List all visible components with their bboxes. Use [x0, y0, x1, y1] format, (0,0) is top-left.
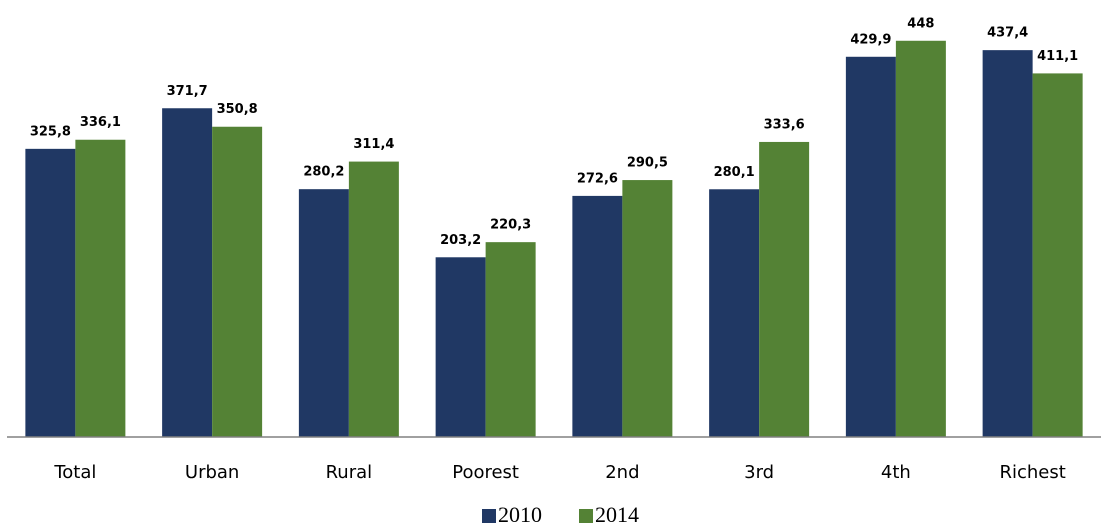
bar — [75, 139, 126, 437]
legend-swatch — [579, 509, 593, 523]
legend-swatch — [482, 509, 496, 523]
bar — [709, 189, 760, 437]
value-label: 272,6 — [577, 171, 618, 186]
bar — [982, 50, 1033, 437]
bar — [845, 56, 896, 437]
bar — [298, 189, 349, 437]
bar — [572, 195, 623, 437]
value-label: 429,9 — [850, 32, 891, 47]
value-label: 350,8 — [217, 102, 258, 117]
value-label: 325,8 — [30, 124, 71, 139]
x-tick-label: Richest — [999, 462, 1065, 483]
x-tick-label: Poorest — [452, 462, 519, 483]
bar — [25, 148, 76, 437]
value-label: 290,5 — [627, 156, 668, 171]
bar — [895, 40, 946, 437]
legend-label: 2014 — [595, 502, 639, 526]
bar — [485, 242, 536, 437]
x-tick-label: Rural — [326, 462, 373, 483]
bar — [622, 180, 673, 437]
value-label: 203,2 — [440, 233, 481, 248]
value-label: 280,2 — [303, 165, 344, 180]
bar — [1032, 73, 1083, 437]
value-label: 280,1 — [714, 165, 755, 180]
x-tick-label: 2nd — [605, 462, 639, 483]
x-tick-label: 4th — [881, 462, 911, 483]
value-label: 220,3 — [490, 218, 531, 233]
x-tick-label: 3rd — [744, 462, 774, 483]
value-label: 336,1 — [80, 115, 121, 130]
value-label: 448 — [907, 16, 934, 31]
x-tick-label: Urban — [185, 462, 239, 483]
value-label: 333,6 — [764, 117, 805, 132]
bar — [212, 126, 263, 438]
value-label: 371,7 — [167, 84, 208, 99]
x-tick-label: Total — [53, 462, 96, 483]
value-label: 437,4 — [987, 26, 1028, 41]
bar — [162, 108, 213, 437]
bar — [435, 257, 486, 437]
value-label: 311,4 — [353, 137, 394, 152]
bar — [759, 141, 810, 437]
bar — [348, 161, 399, 438]
value-label: 411,1 — [1037, 49, 1078, 64]
legend-label: 2010 — [498, 502, 542, 526]
